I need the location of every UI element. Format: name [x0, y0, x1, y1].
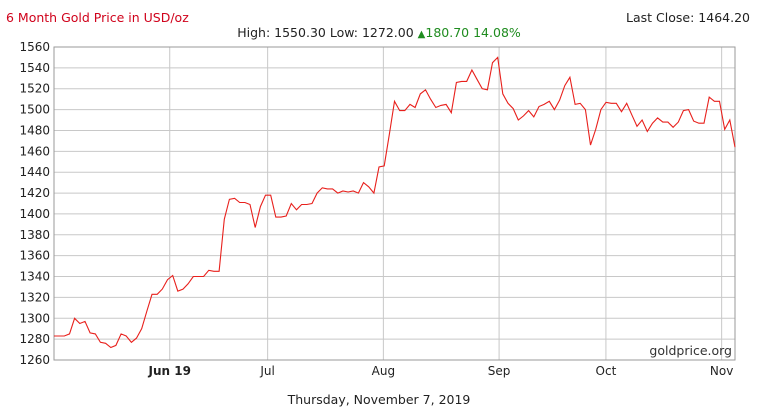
- chart-date: Thursday, November 7, 2019: [287, 392, 471, 407]
- high-label: High:: [237, 25, 271, 40]
- y-tick-label: 1500: [19, 103, 50, 117]
- x-tick-label: Oct: [596, 364, 617, 378]
- grid-lines: [54, 46, 735, 361]
- last-close-value: Last Close: 1464.20: [626, 10, 750, 25]
- y-tick-label: 1400: [19, 207, 50, 221]
- y-tick-label: 1300: [19, 311, 50, 325]
- y-tick-label: 1420: [19, 186, 50, 200]
- up-arrow-icon: ▲: [417, 29, 426, 40]
- x-axis-ticks: Jun 19 Jul Aug Sep Oct Nov: [148, 364, 734, 378]
- y-tick-label: 1540: [19, 61, 50, 75]
- y-tick-label: 1520: [19, 82, 50, 96]
- x-tick-label: Aug: [372, 364, 395, 378]
- y-tick-label: 1360: [19, 249, 50, 263]
- low-label: Low:: [329, 25, 358, 40]
- y-tick-label: 1380: [19, 228, 50, 242]
- plot-border: [53, 46, 736, 361]
- y-tick-label: 1320: [19, 290, 50, 304]
- price-stats: High: 1550.30 Low: 1272.00 ▲180.70 14.08…: [0, 25, 758, 40]
- chart-title: 6 Month Gold Price in USD/oz: [6, 10, 189, 25]
- y-tick-label: 1480: [19, 123, 50, 137]
- y-tick-label: 1560: [19, 40, 50, 54]
- low-value: 1272.00: [361, 25, 414, 40]
- y-tick-label: 1260: [19, 353, 50, 367]
- x-tick-label: Sep: [488, 364, 511, 378]
- y-axis-ticks: 1260 1280 1300 1320 1340 1360 1380 1400 1420 1440…: [19, 40, 50, 367]
- x-tick-label: Jul: [259, 364, 274, 378]
- y-tick-label: 1440: [19, 165, 50, 179]
- y-tick-label: 1460: [19, 144, 50, 158]
- y-tick-label: 1340: [19, 270, 50, 284]
- x-tick-label: Jun 19: [148, 364, 191, 378]
- change-percent: 14.08%: [473, 25, 521, 40]
- change-value: 180.70: [425, 25, 470, 40]
- watermark: goldprice.org: [649, 343, 732, 358]
- price-line: [54, 56, 736, 349]
- y-tick-label: 1280: [19, 332, 50, 346]
- high-value: 1550.30: [274, 25, 326, 40]
- x-tick-label: Nov: [710, 364, 733, 378]
